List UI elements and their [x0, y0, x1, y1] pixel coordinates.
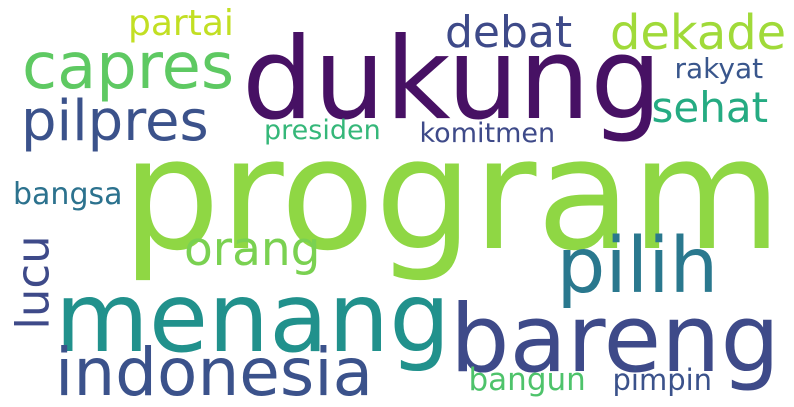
word-pilih: pilih — [556, 222, 719, 311]
word-dekade: dekade — [610, 4, 787, 61]
word-indonesia: indonesia — [55, 334, 374, 407]
word-bangsa: bangsa — [13, 177, 123, 212]
word-pimpin: pimpin — [612, 363, 713, 397]
word-sehat: sehat — [651, 83, 769, 132]
word-rakyat: rakyat — [674, 52, 764, 85]
word-orang: orang — [184, 222, 321, 277]
word-partai: partai — [128, 3, 234, 44]
word-lucu: lucu — [6, 235, 60, 330]
word-komitmen: komitmen — [419, 118, 556, 149]
word-pilpres: pilpres — [21, 89, 209, 154]
word-dukung: dukung — [242, 13, 662, 145]
word-bangun: bangun — [468, 362, 586, 398]
word-debat: debat — [445, 7, 573, 58]
word-bareng: bareng — [450, 285, 781, 394]
word-capres: capres — [22, 30, 235, 104]
word-program: program — [122, 105, 782, 285]
word-menang: menang — [55, 261, 451, 374]
word-presiden: presiden — [264, 115, 381, 146]
